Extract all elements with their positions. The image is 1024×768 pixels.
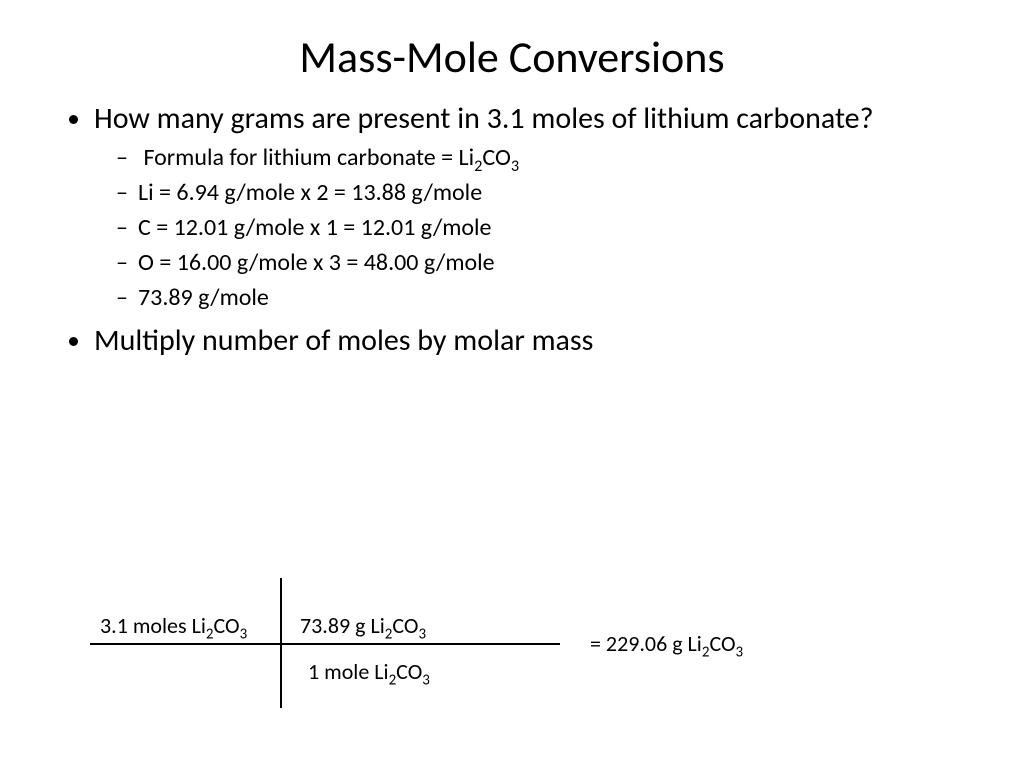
sub-formula: Formula for lithium carbonate = Li2CO3 <box>138 143 964 172</box>
result: = 229.06 g Li2CO3 <box>590 630 743 657</box>
bullet-list: How many grams are present in 3.1 moles … <box>60 100 964 359</box>
tr-mid: CO <box>392 612 418 639</box>
instruction-bullet: Multiply number of moles by molar mass <box>94 322 964 359</box>
cell-given: 3.1 moles Li2CO3 <box>100 612 247 639</box>
br-s2: 3 <box>422 671 430 689</box>
formula-sub-2: 3 <box>511 156 519 176</box>
sub-bullet-list: Formula for lithium carbonate = Li2CO3 L… <box>94 143 964 312</box>
formula-text-2: CO <box>482 143 510 172</box>
sub-o: O = 16.00 g/mole x 3 = 48.00 g/mole <box>138 248 964 277</box>
slide-title: Mass-Mole Conversions <box>60 30 964 84</box>
res-mid: CO <box>709 630 735 657</box>
conversion-grid: 3.1 moles Li2CO3 73.89 g Li2CO3 1 mole L… <box>60 578 560 708</box>
tl-mid: CO <box>213 612 239 639</box>
slide: Mass-Mole Conversions How many grams are… <box>0 0 1024 768</box>
res-s2: 3 <box>736 643 744 661</box>
sub-li: Li = 6.94 g/mole x 2 = 13.88 g/mole <box>138 178 964 207</box>
tl-s2: 3 <box>240 625 248 643</box>
dimensional-analysis: 3.1 moles Li2CO3 73.89 g Li2CO3 1 mole L… <box>60 578 964 708</box>
br-text: 1 mole Li <box>308 658 389 685</box>
tl-text: 3.1 moles Li <box>100 612 206 639</box>
tr-text: 73.89 g Li <box>300 612 385 639</box>
question-bullet: How many grams are present in 3.1 moles … <box>94 100 964 137</box>
horizontal-divider <box>90 643 560 645</box>
res-text: = 229.06 g Li <box>590 630 702 657</box>
sub-c: C = 12.01 g/mole x 1 = 12.01 g/mole <box>138 213 964 242</box>
formula-text-1: Formula for lithium carbonate = Li <box>143 143 474 172</box>
br-mid: CO <box>396 658 422 685</box>
tr-s2: 3 <box>418 625 426 643</box>
sub-mw: 73.89 g/mole <box>138 283 964 312</box>
cell-factor-den: 1 mole Li2CO3 <box>308 658 430 685</box>
cell-factor-num: 73.89 g Li2CO3 <box>300 612 426 639</box>
